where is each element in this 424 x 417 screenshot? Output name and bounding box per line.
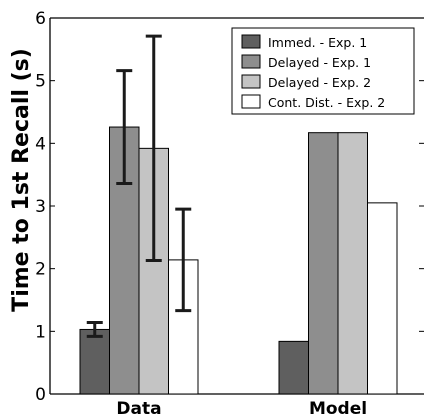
bar — [367, 202, 398, 395]
y-tick-label: 2 — [35, 260, 46, 280]
y-tick-label: 5 — [35, 72, 46, 92]
bar — [278, 340, 309, 395]
y-tick-label: 0 — [35, 385, 46, 405]
y-tick-label: 6 — [35, 9, 46, 29]
y-tick-label: 3 — [35, 197, 46, 217]
bar — [79, 328, 110, 395]
y-axis-label: Time to 1st Recall (s) — [9, 48, 34, 312]
legend-swatch — [241, 54, 261, 69]
legend-label: Immed. - Exp. 1 — [268, 35, 367, 50]
legend-label: Delayed - Exp. 1 — [268, 55, 371, 70]
legend-swatch — [241, 34, 261, 49]
legend-swatch — [241, 94, 261, 109]
x-category-label: Model — [309, 399, 367, 417]
plot-area: 0 1 2 3 4 5 6 Data Model Immed. - Exp. 1 Delayed -… — [35, 9, 424, 417]
legend-label: Cont. Dist. - Exp. 2 — [268, 95, 385, 110]
y-tick-label: 4 — [35, 134, 46, 154]
legend-label: Delayed - Exp. 2 — [268, 75, 371, 90]
bar — [308, 132, 339, 395]
y-tick-label: 1 — [35, 322, 46, 342]
legend-swatch — [241, 74, 261, 89]
legend-box — [231, 27, 415, 115]
bar — [337, 132, 368, 395]
x-category-label: Data — [116, 399, 161, 417]
